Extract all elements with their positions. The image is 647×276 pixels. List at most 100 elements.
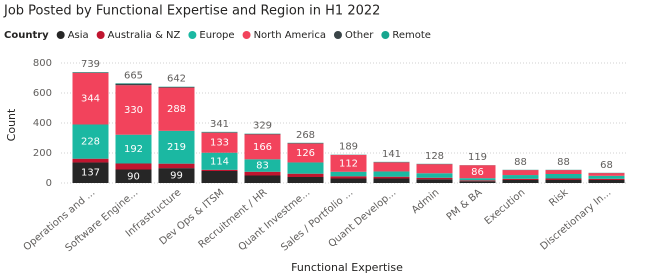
bar-segment (373, 176, 410, 179)
legend-swatch (56, 31, 65, 39)
x-tick-label: Quant Investme... (237, 187, 313, 253)
segment-label: 126 (296, 148, 315, 159)
bar-segment (502, 178, 539, 180)
x-tick-label: Software Engine... (64, 187, 141, 254)
legend-swatch (96, 31, 105, 39)
bar-segment (459, 178, 496, 181)
bar-segment (373, 178, 410, 183)
legend-label: Europe (199, 30, 234, 41)
y-tick-label: 200 (33, 148, 52, 159)
total-label: 642 (167, 74, 186, 85)
bar-segment (330, 171, 367, 177)
bar-segment (588, 180, 625, 183)
bar-segment (244, 175, 281, 183)
segment-label: 228 (81, 137, 100, 148)
legend-swatch (333, 31, 342, 39)
segment-label: 90 (127, 171, 140, 182)
bar-segment (115, 83, 152, 86)
segment-label: 219 (167, 142, 186, 153)
total-label: 88 (514, 157, 527, 168)
total-label: 119 (468, 152, 487, 163)
y-tick-label: 0 (46, 178, 52, 189)
bar-segment (287, 143, 324, 163)
bar-segment (287, 173, 324, 177)
legend-label: Australia & NZ (108, 30, 181, 41)
segment-label: 99 (170, 171, 183, 182)
segment-label: 137 (81, 168, 100, 179)
segment-label: 344 (81, 94, 100, 105)
total-label: 68 (600, 160, 613, 171)
bar-segment (115, 134, 152, 164)
legend-label: Other (345, 30, 374, 41)
segment-label: 86 (471, 167, 484, 178)
total-label: 88 (557, 157, 570, 168)
bar-segment (244, 171, 281, 176)
total-label: 189 (339, 142, 358, 153)
bar-segment (459, 180, 496, 182)
bar-segment (330, 176, 367, 179)
bar-segment (244, 159, 281, 172)
segment-label: 166 (253, 142, 272, 153)
legend-swatch (242, 31, 251, 39)
total-label: 341 (210, 119, 229, 130)
bar-segment (502, 170, 539, 176)
bar-segment (330, 178, 367, 183)
legend-label: Asia (68, 30, 89, 41)
bar-segment (72, 162, 109, 183)
bar-segment (158, 87, 195, 88)
legend-label: Remote (392, 30, 431, 41)
x-tick-label: Operations and ... (22, 187, 98, 253)
bar-segment (287, 177, 324, 183)
bar-segment (72, 124, 109, 159)
bar-segment (287, 162, 324, 174)
x-tick-label: Execution (483, 187, 528, 227)
segment-label: 83 (256, 161, 269, 172)
bar-segment (330, 154, 367, 172)
bar-segment (502, 180, 539, 183)
bar-segment (416, 179, 453, 183)
bar-segment (115, 169, 152, 183)
bar-segment (545, 180, 582, 183)
y-axis-title: Count (5, 108, 18, 141)
legend-label: North America (254, 30, 326, 41)
total-label: 739 (81, 59, 100, 70)
legend-swatch (188, 31, 197, 39)
bar-segment (588, 175, 625, 179)
bar-segment (201, 132, 238, 153)
bar-segment (201, 169, 238, 171)
total-label: 329 (253, 121, 272, 132)
legend-swatch (381, 31, 390, 39)
bar-segment (115, 163, 152, 170)
x-tick-label: Discretionary In... (538, 187, 613, 252)
bar-segment (201, 171, 238, 183)
bar-segment (416, 173, 453, 178)
segment-label: 192 (124, 144, 143, 155)
bar-segment (459, 165, 496, 179)
total-label: 141 (382, 149, 401, 160)
segment-label: 288 (167, 104, 186, 115)
segment-label: 114 (210, 156, 229, 167)
total-label: 268 (296, 130, 315, 141)
x-tick-label: Sales / Portfolio ... (279, 187, 355, 253)
bar-segment (72, 72, 109, 125)
segment-label: 112 (339, 158, 358, 169)
bar-segment (244, 134, 281, 160)
bar-segment (502, 175, 539, 179)
bar-segment (588, 178, 625, 180)
bar-segment (588, 173, 625, 176)
bar-segment (416, 177, 453, 180)
x-axis-title: Functional Expertise (291, 261, 403, 274)
segment-label: 330 (124, 105, 143, 116)
chart-title: Job Posted by Functional Expertise and R… (3, 4, 380, 19)
x-tick-label: Risk (547, 187, 570, 209)
bar-segment (115, 85, 152, 135)
bar-segment (545, 170, 582, 174)
segment-label: 133 (210, 138, 229, 149)
legend-title: Country (4, 30, 49, 41)
bar-segment (158, 87, 195, 131)
bar-segment (201, 152, 238, 170)
y-tick-label: 400 (33, 118, 52, 129)
x-tick-label: PM & BA (445, 187, 485, 223)
bar-segment (416, 164, 453, 174)
